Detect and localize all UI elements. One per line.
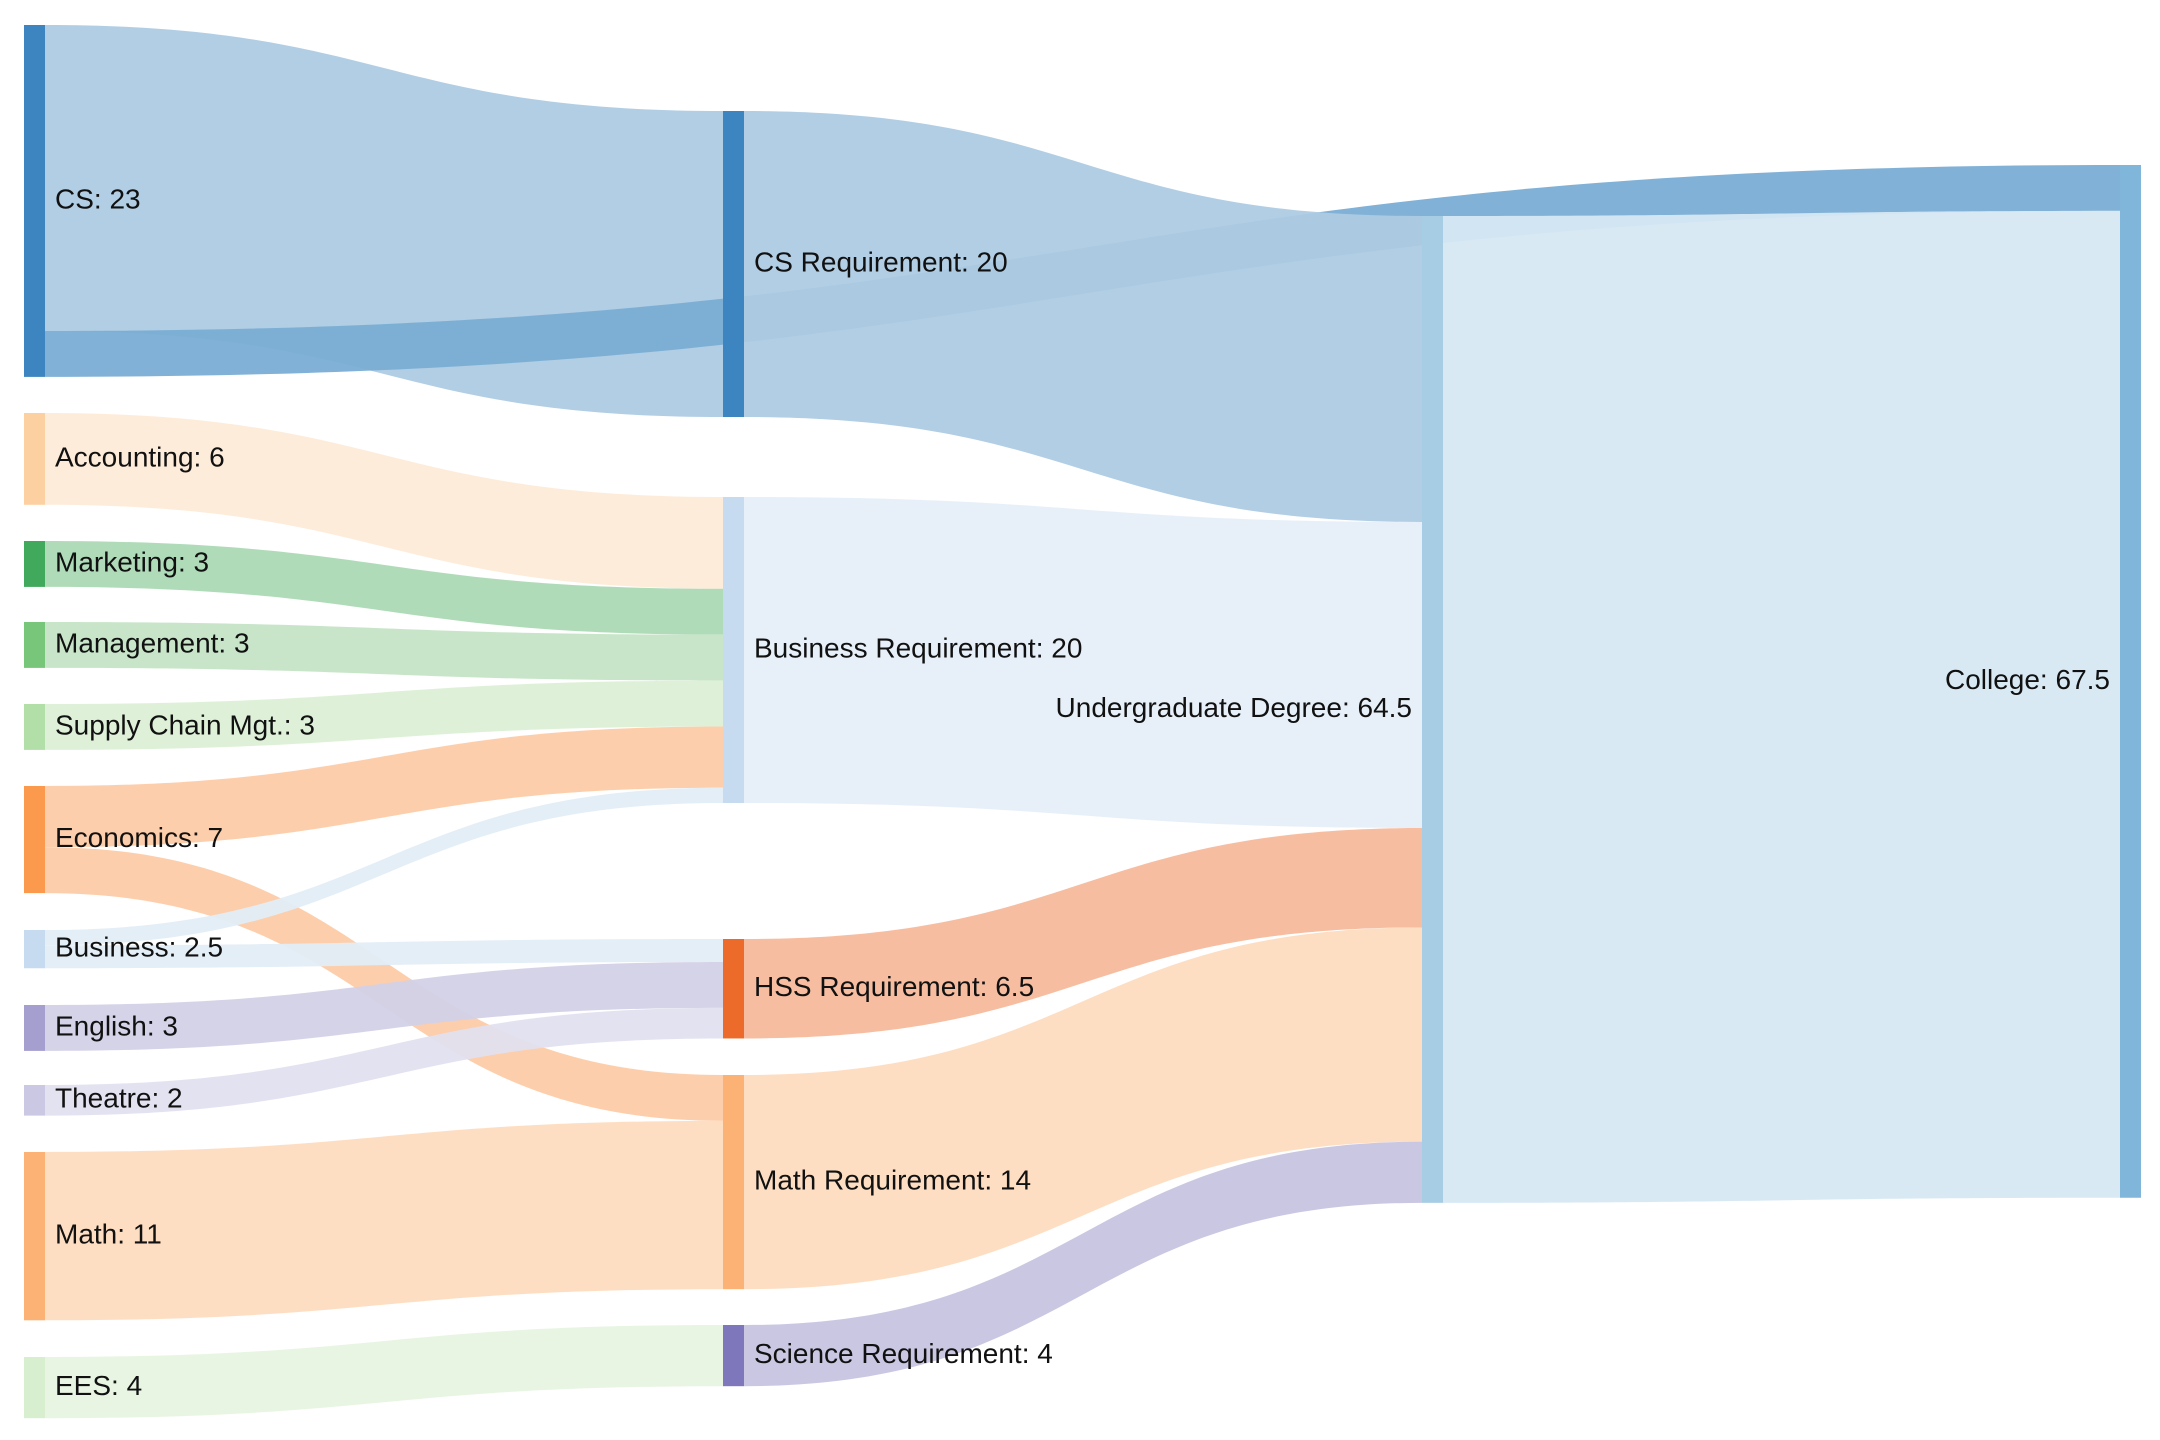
node-accounting: [24, 413, 45, 505]
node-label-ees: EES: 4: [55, 1370, 142, 1401]
node-label-accounting: Accounting: 6: [55, 441, 225, 472]
node-label-management: Management: 3: [55, 627, 250, 658]
node-label-math: Math: 11: [55, 1219, 162, 1250]
node-math_req: [723, 1075, 744, 1290]
node-supply_chain: [24, 704, 45, 750]
node-label-supply_chain: Supply Chain Mgt.: 3: [55, 709, 315, 740]
link-supply_chain-to-business_req: [45, 680, 723, 750]
link-theatre-to-hss_req: [45, 1007, 723, 1116]
links-layer: [45, 25, 2120, 1419]
node-label-theatre: Theatre: 2: [55, 1083, 183, 1114]
node-cs: [24, 25, 45, 377]
link-hss_req-to-undergrad: [744, 828, 1422, 1039]
link-math_req-to-undergrad: [744, 927, 1422, 1290]
node-theatre: [24, 1085, 45, 1116]
link-science_req-to-undergrad: [744, 1141, 1422, 1387]
link-economics-to-business_req: [45, 726, 723, 848]
node-economics: [24, 786, 45, 894]
link-ees-to-science_req: [45, 1325, 723, 1419]
node-business_req: [723, 497, 744, 803]
node-math: [24, 1152, 45, 1321]
node-label-cs_req: CS Requirement: 20: [754, 246, 1008, 277]
node-ees: [24, 1357, 45, 1419]
node-business: [24, 930, 45, 969]
node-label-english: English: 3: [55, 1010, 178, 1041]
node-marketing: [24, 541, 45, 587]
node-undergrad: [1422, 216, 1443, 1203]
node-cs_req: [723, 111, 744, 417]
link-undergrad-to-college: [1443, 210, 2120, 1203]
node-label-cs: CS: 23: [55, 183, 141, 214]
node-english: [24, 1005, 45, 1051]
labels-layer: CS: 23 Accounting: 6 Marketing: 3 Managemen…: [55, 183, 2110, 1401]
link-math-to-math_req: [45, 1120, 723, 1321]
node-management: [24, 622, 45, 668]
link-accounting-to-business_req: [45, 413, 723, 589]
node-hss_req: [723, 939, 744, 1039]
link-business-to-hss_req: [45, 939, 723, 969]
node-label-hss_req: HSS Requirement: 6.5: [754, 971, 1034, 1002]
node-label-economics: Economics: 7: [55, 822, 223, 853]
node-label-undergrad: Undergraduate Degree: 64.5: [1056, 692, 1412, 723]
link-business_req-to-undergrad: [744, 497, 1422, 828]
link-management-to-business_req: [45, 622, 723, 681]
node-college: [2120, 165, 2141, 1198]
link-business-to-business_req: [45, 787, 723, 946]
node-label-business_req: Business Requirement: 20: [754, 632, 1082, 663]
node-label-science_req: Science Requirement: 4: [754, 1338, 1053, 1369]
node-label-business: Business: 2.5: [55, 932, 223, 963]
nodes-layer: [24, 25, 2141, 1419]
node-label-math_req: Math Requirement: 14: [754, 1164, 1031, 1195]
link-english-to-hss_req: [45, 961, 723, 1051]
node-science_req: [723, 1325, 744, 1387]
link-marketing-to-business_req: [45, 541, 723, 635]
node-label-college: College: 67.5: [1945, 664, 2110, 695]
link-cs_req-to-undergrad: [744, 111, 1422, 522]
node-label-marketing: Marketing: 3: [55, 546, 209, 577]
